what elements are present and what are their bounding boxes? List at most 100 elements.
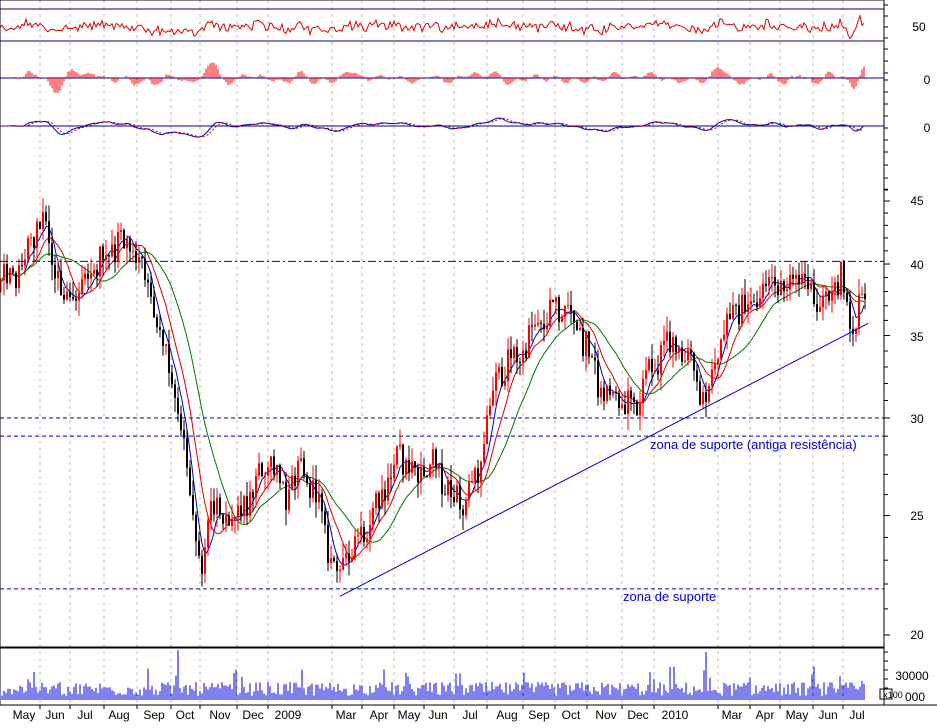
candle-body <box>627 390 629 415</box>
candle-body <box>48 221 50 244</box>
candle-body <box>513 347 515 358</box>
candle-body <box>417 467 419 483</box>
candle-body <box>174 384 176 398</box>
candle-body <box>609 385 611 395</box>
candle-body <box>147 279 149 283</box>
candle-body <box>177 397 179 414</box>
candle-body <box>36 221 38 248</box>
candle-body <box>3 264 5 281</box>
candle-body <box>222 514 224 524</box>
candle-body <box>741 294 743 325</box>
candle-body <box>843 261 845 293</box>
candle-body <box>237 505 239 518</box>
candle-body <box>219 497 221 515</box>
candle-body <box>138 256 140 263</box>
candle-body <box>537 322 539 325</box>
candle-body <box>705 392 707 402</box>
candle-body <box>495 372 497 391</box>
candle-body <box>426 476 428 478</box>
candle-body <box>546 325 548 330</box>
y-tick-label: 50 <box>912 20 926 34</box>
candle-body <box>687 350 689 361</box>
candle-body <box>600 387 602 398</box>
candle-body <box>252 492 254 498</box>
candle-body <box>195 514 197 541</box>
candle-body <box>108 255 110 257</box>
candle-body <box>444 494 446 496</box>
candle-body <box>357 535 359 537</box>
candle-body <box>699 381 701 405</box>
candle-body <box>534 324 536 327</box>
candle-body <box>408 459 410 473</box>
candle-body <box>396 446 398 465</box>
candle-body <box>588 331 590 357</box>
trendline <box>339 322 869 597</box>
candle-body <box>141 256 143 259</box>
candle-body <box>774 277 776 286</box>
candle-body <box>279 464 281 483</box>
candle-body <box>429 464 431 477</box>
x-tick-label: Oct <box>176 708 195 722</box>
y-tick-label: 30000 <box>895 669 929 683</box>
candle-body <box>828 291 830 301</box>
candle-body <box>342 558 344 570</box>
y-tick-label: 40 <box>910 258 924 272</box>
candle-body <box>297 460 299 486</box>
candle-body <box>261 463 263 476</box>
candle-body <box>90 273 92 279</box>
x-tick-label: Dec <box>627 708 648 722</box>
candle-body <box>618 392 620 409</box>
candle-body <box>570 305 572 311</box>
candle-body <box>501 367 503 386</box>
candle-body <box>378 493 380 509</box>
candle-body <box>183 430 185 439</box>
candle-body <box>645 370 647 379</box>
candle-body <box>129 238 131 252</box>
candle-body <box>132 250 134 252</box>
candle-body <box>471 481 473 483</box>
candle-body <box>510 349 512 358</box>
candle-body <box>225 515 227 524</box>
volume-panel <box>0 650 865 700</box>
x-tick-label: Oct <box>562 708 581 722</box>
candle-body <box>693 353 695 371</box>
candle-body <box>423 466 425 477</box>
y-tick-label: 0 <box>924 121 931 135</box>
candle-body <box>276 464 278 475</box>
candle-body <box>768 277 770 286</box>
candle-body <box>291 475 293 490</box>
x-tick-label: Dec <box>242 708 263 722</box>
candle-body <box>249 492 251 516</box>
reference-lines <box>0 260 884 590</box>
macd-lines-panel <box>0 117 884 138</box>
candle-body <box>192 495 194 515</box>
candle-body <box>240 505 242 516</box>
candle-body <box>729 314 731 319</box>
candle-body <box>606 385 608 401</box>
candle-body <box>531 325 533 327</box>
candle-body <box>213 500 215 515</box>
candle-body <box>345 553 347 559</box>
candle-body <box>54 264 56 279</box>
candle-body <box>504 381 506 386</box>
candle-body <box>381 489 383 509</box>
y-tick-label: 45 <box>910 194 924 208</box>
candle-body <box>234 517 236 520</box>
candle-body <box>168 344 170 373</box>
panel-frame <box>0 0 885 648</box>
candle-body <box>642 378 644 404</box>
candle-body <box>720 339 722 360</box>
candle-body <box>750 301 752 305</box>
candle-body <box>57 271 59 279</box>
candle-body <box>579 328 581 331</box>
x-tick-label: Sep <box>528 708 550 722</box>
candle-body <box>72 296 74 299</box>
candle-body <box>366 538 368 543</box>
candle-body <box>315 480 317 503</box>
candle-body <box>480 461 482 483</box>
candle-body <box>33 237 35 248</box>
candle-body <box>150 282 152 297</box>
candle-body <box>462 509 464 516</box>
